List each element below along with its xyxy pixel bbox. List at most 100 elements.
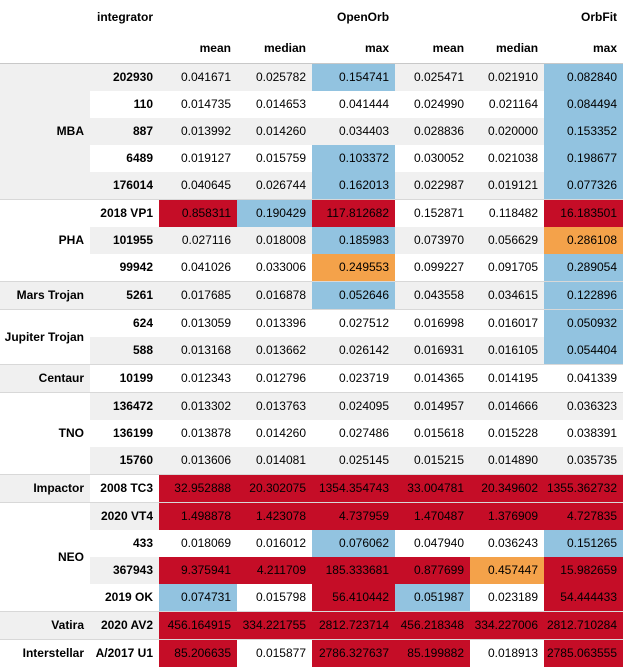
value-cell: 0.019121 <box>470 172 544 200</box>
group-label: Vatira <box>0 612 90 640</box>
object-id: 367943 <box>90 557 159 584</box>
value-cell: 0.038391 <box>544 420 623 447</box>
value-cell: 2812.710284 <box>544 612 623 640</box>
value-cell: 0.457447 <box>470 557 544 584</box>
value-cell: 0.026744 <box>237 172 312 200</box>
group-label: Interstellar <box>0 640 90 667</box>
value-cell: 0.153352 <box>544 118 623 145</box>
value-cell: 56.410442 <box>312 584 395 612</box>
value-cell: 0.021164 <box>470 91 544 118</box>
value-cell: 0.015618 <box>395 420 470 447</box>
value-cell: 0.076062 <box>312 530 395 557</box>
value-cell: 0.118482 <box>470 200 544 228</box>
value-cell: 0.013302 <box>159 393 237 421</box>
value-cell: 0.019127 <box>159 145 237 172</box>
object-id: 2020 AV2 <box>90 612 159 640</box>
value-cell: 0.103372 <box>312 145 395 172</box>
object-id: 15760 <box>90 447 159 475</box>
value-cell: 456.218348 <box>395 612 470 640</box>
value-cell: 0.151265 <box>544 530 623 557</box>
value-cell: 0.016017 <box>470 310 544 338</box>
value-cell: 0.034403 <box>312 118 395 145</box>
value-cell: 1354.354743 <box>312 475 395 503</box>
value-cell: 0.099227 <box>395 254 470 282</box>
value-cell: 32.952888 <box>159 475 237 503</box>
index-name-header: integrator <box>90 0 159 34</box>
value-cell: 0.013763 <box>237 393 312 421</box>
value-cell: 20.349602 <box>470 475 544 503</box>
value-cell: 1.376909 <box>470 503 544 531</box>
value-cell: 0.033006 <box>237 254 312 282</box>
value-cell: 0.056629 <box>470 227 544 254</box>
value-cell: 0.024095 <box>312 393 395 421</box>
value-cell: 0.025471 <box>395 64 470 92</box>
value-cell: 0.014081 <box>237 447 312 475</box>
value-cell: 0.014735 <box>159 91 237 118</box>
value-cell: 0.152871 <box>395 200 470 228</box>
value-cell: 0.036323 <box>544 393 623 421</box>
value-cell: 0.015798 <box>237 584 312 612</box>
value-cell: 0.014365 <box>395 365 470 393</box>
object-id: 202930 <box>90 64 159 92</box>
value-cell: 0.026142 <box>312 337 395 365</box>
group-header-orbfit: OrbFit <box>395 0 623 34</box>
value-cell: 0.073970 <box>395 227 470 254</box>
object-id: A/2017 U1 <box>90 640 159 667</box>
value-cell: 0.013662 <box>237 337 312 365</box>
value-cell: 0.077326 <box>544 172 623 200</box>
value-cell: 0.122896 <box>544 282 623 310</box>
object-id: 136472 <box>90 393 159 421</box>
value-cell: 0.190429 <box>237 200 312 228</box>
value-cell: 0.027486 <box>312 420 395 447</box>
value-cell: 0.043558 <box>395 282 470 310</box>
value-cell: 0.012343 <box>159 365 237 393</box>
value-cell: 0.016878 <box>237 282 312 310</box>
value-cell: 0.027512 <box>312 310 395 338</box>
value-cell: 0.014666 <box>470 393 544 421</box>
value-cell: 0.198677 <box>544 145 623 172</box>
stat-header: max <box>312 34 395 64</box>
value-cell: 4.211709 <box>237 557 312 584</box>
group-label: Jupiter Trojan <box>0 310 90 365</box>
object-id: 101955 <box>90 227 159 254</box>
value-cell: 0.023189 <box>470 584 544 612</box>
value-cell: 1.423078 <box>237 503 312 531</box>
value-cell: 0.185983 <box>312 227 395 254</box>
group-label: NEO <box>0 503 90 612</box>
value-cell: 4.727835 <box>544 503 623 531</box>
value-cell: 0.013992 <box>159 118 237 145</box>
value-cell: 0.013396 <box>237 310 312 338</box>
value-cell: 0.014890 <box>470 447 544 475</box>
value-cell: 0.014260 <box>237 118 312 145</box>
group-header-openorb: OpenOrb <box>159 0 395 34</box>
object-id: 6489 <box>90 145 159 172</box>
value-cell: 0.082840 <box>544 64 623 92</box>
object-id: 588 <box>90 337 159 365</box>
value-cell: 0.021038 <box>470 145 544 172</box>
value-cell: 0.021910 <box>470 64 544 92</box>
value-cell: 0.020000 <box>470 118 544 145</box>
stat-header: mean <box>159 34 237 64</box>
value-cell: 0.040645 <box>159 172 237 200</box>
object-id: 10199 <box>90 365 159 393</box>
value-cell: 0.012796 <box>237 365 312 393</box>
value-cell: 0.047940 <box>395 530 470 557</box>
value-cell: 2785.063555 <box>544 640 623 667</box>
object-id: 2008 TC3 <box>90 475 159 503</box>
value-cell: 0.024990 <box>395 91 470 118</box>
